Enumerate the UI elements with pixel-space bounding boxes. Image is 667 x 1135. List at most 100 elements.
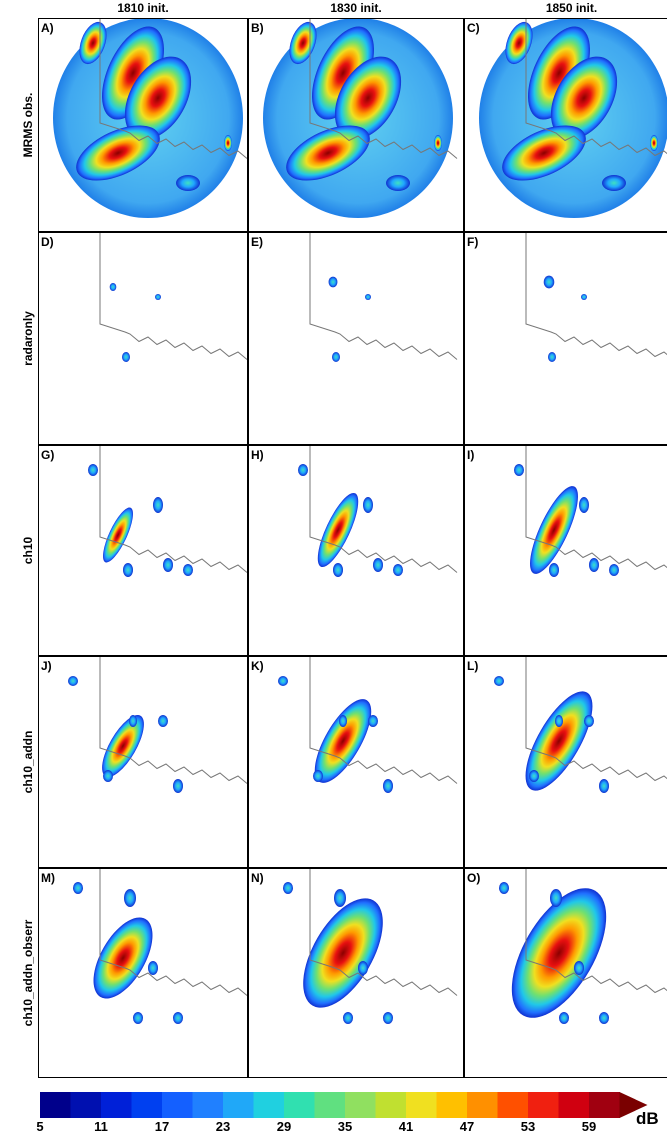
echo: [334, 56, 402, 140]
colorbar-tick-label: 29: [277, 1119, 291, 1134]
echo: [589, 558, 599, 572]
state-border: [99, 232, 248, 360]
echo: [574, 961, 584, 975]
state-border: [309, 232, 458, 360]
column-header: 1850 init.: [546, 1, 597, 15]
state-border: [525, 656, 667, 782]
echo: [548, 352, 556, 362]
panel: [248, 18, 464, 232]
state-border: [99, 868, 248, 996]
echo: [303, 898, 383, 1008]
panel: [464, 656, 667, 868]
echo: [76, 125, 160, 181]
echo: [499, 882, 509, 894]
echo: [334, 889, 346, 907]
echo: [502, 125, 586, 181]
colorbar-tick-label: 59: [582, 1119, 596, 1134]
echo: [550, 56, 618, 140]
colorbar-swatch: [131, 1092, 163, 1118]
state-border: [309, 18, 458, 159]
panel: [248, 232, 464, 445]
column-header: 1810 init.: [117, 1, 168, 15]
panel-label: I): [467, 448, 474, 462]
colorbar-swatch: [70, 1092, 102, 1118]
echo: [122, 352, 130, 362]
echo: [599, 779, 609, 793]
echo: [158, 715, 168, 727]
echo: [93, 917, 153, 999]
colorbar-tick-label: 11: [94, 1119, 108, 1134]
colorbar-swatch: [192, 1092, 224, 1118]
echo: [383, 1012, 393, 1024]
echo: [525, 691, 593, 791]
echo: [298, 464, 308, 476]
panel: [248, 868, 464, 1078]
echo: [511, 888, 607, 1018]
panel-label: N): [251, 871, 264, 885]
colorbar-unit: dB: [636, 1109, 659, 1128]
echo: [283, 882, 293, 894]
colorbar-arrow: [619, 1092, 648, 1118]
row-label: radaronly: [21, 311, 35, 366]
colorbar-swatch: [253, 1092, 285, 1118]
panel-label: D): [41, 235, 54, 249]
echo: [543, 275, 555, 289]
colorbar-tick-label: 53: [521, 1119, 535, 1134]
state-border: [525, 445, 667, 571]
echo: [286, 125, 370, 181]
colorbar-swatch: [345, 1092, 376, 1118]
echo: [68, 676, 78, 686]
echo: [494, 676, 504, 686]
panel-bg: [38, 656, 248, 868]
echo: [579, 497, 589, 513]
panel: [464, 18, 667, 232]
echo: [609, 564, 619, 576]
panel: [38, 445, 248, 656]
panel: [464, 445, 667, 656]
echo: [109, 283, 117, 291]
panel-label: E): [251, 235, 263, 249]
panel: [38, 868, 248, 1078]
echo: [358, 961, 368, 975]
panel-bg: [464, 232, 667, 445]
state-border: [309, 445, 458, 573]
echo: [650, 135, 658, 151]
panel: [248, 445, 464, 656]
panel-label: F): [467, 235, 478, 249]
colorbar-swatch: [101, 1092, 132, 1118]
echo: [183, 564, 193, 576]
panel-bg: [38, 232, 248, 445]
echo: [317, 492, 359, 568]
echo: [224, 135, 232, 151]
echo: [584, 715, 594, 727]
colorbar-swatch: [436, 1092, 468, 1118]
colorbar-swatch: [40, 1092, 71, 1118]
echo: [102, 714, 144, 778]
colorbar-swatch: [314, 1092, 346, 1118]
echo: [514, 464, 524, 476]
echo: [363, 497, 373, 513]
echo: [549, 563, 559, 577]
colorbar-tick-label: 17: [155, 1119, 169, 1134]
panel-bg: [38, 445, 248, 656]
row-label: ch10: [21, 537, 35, 565]
echo: [73, 882, 83, 894]
colorbar-swatch: [467, 1092, 498, 1118]
panel: [38, 18, 248, 232]
colorbar-swatch: [223, 1092, 254, 1118]
colorbar-swatch: [162, 1092, 193, 1118]
panel-label: L): [467, 659, 478, 673]
state-border: [525, 18, 667, 157]
panel-label: H): [251, 448, 264, 462]
state-border: [525, 868, 667, 994]
echo: [550, 889, 562, 907]
echo: [314, 699, 372, 783]
panel-bg: [464, 445, 667, 656]
panel: [248, 656, 464, 868]
panel-label: G): [41, 448, 54, 462]
echo: [133, 1012, 143, 1024]
echo: [581, 294, 587, 300]
state-border: [309, 868, 458, 996]
row-label: MRMS obs.: [21, 93, 35, 158]
colorbar-tick-label: 5: [36, 1119, 43, 1134]
